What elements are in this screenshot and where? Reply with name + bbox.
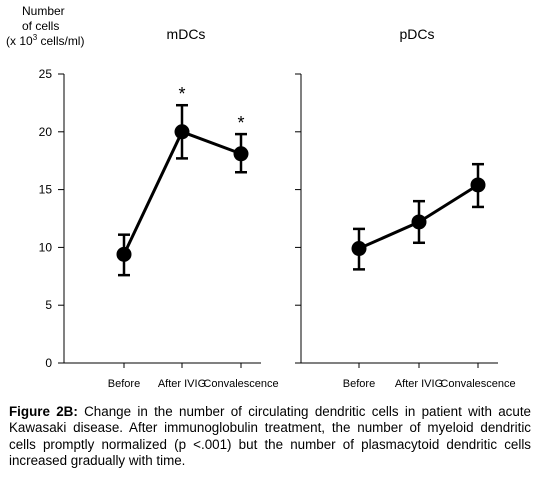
data-point [174, 124, 190, 140]
data-point [233, 146, 249, 162]
y-axis-title-line-2: of cells [22, 19, 59, 33]
y-tick-label: 10 [39, 240, 53, 254]
y-tick-label: 0 [45, 356, 52, 370]
y-axis-title: Number of cells (x 103 cells/ml) [6, 4, 84, 48]
data-point [411, 214, 427, 230]
panel-title: mDCs [167, 26, 206, 42]
y-axis-title-suffix: cells/ml) [37, 34, 84, 48]
x-tick-label: Before [108, 378, 140, 390]
x-tick-label: After IVIG [158, 378, 206, 390]
data-point [116, 246, 132, 262]
x-tick-label: Before [343, 378, 375, 390]
x-tick-label: After IVIG [395, 378, 443, 390]
panel-title: pDCs [399, 26, 434, 42]
y-tick-label: 5 [45, 298, 52, 312]
caption-text: Change in the number of circulating dend… [9, 404, 531, 469]
panel-mDCs: mDCs 0 5 10 15 20 25 Before After IVIGConvalesce… [39, 26, 279, 390]
significance-marker: * [178, 84, 185, 104]
y-tick-label: 20 [39, 125, 53, 139]
x-tick-label: Convalescence [203, 378, 278, 390]
y-tick-label: 25 [39, 67, 53, 81]
caption-label: Figure 2B: [9, 404, 78, 419]
y-axis-title-superscript: 3 [33, 33, 38, 42]
y-axis-title-line-3: (x 103 cells/ml) [6, 33, 84, 48]
y-axis-title-line-1: Number [22, 4, 65, 18]
y-axis-title-prefix: (x 10 [6, 34, 33, 48]
data-point [470, 177, 486, 193]
dendritic-cell-chart: Number of cells (x 103 cells/ml) mDCs 0 5 1… [6, 4, 516, 390]
significance-marker: * [237, 113, 244, 133]
x-tick-label: Convalescence [440, 378, 515, 390]
y-tick-label: 15 [39, 183, 53, 197]
data-point [351, 241, 367, 257]
figure-caption: Figure 2B: Change in the number of circu… [9, 404, 531, 470]
